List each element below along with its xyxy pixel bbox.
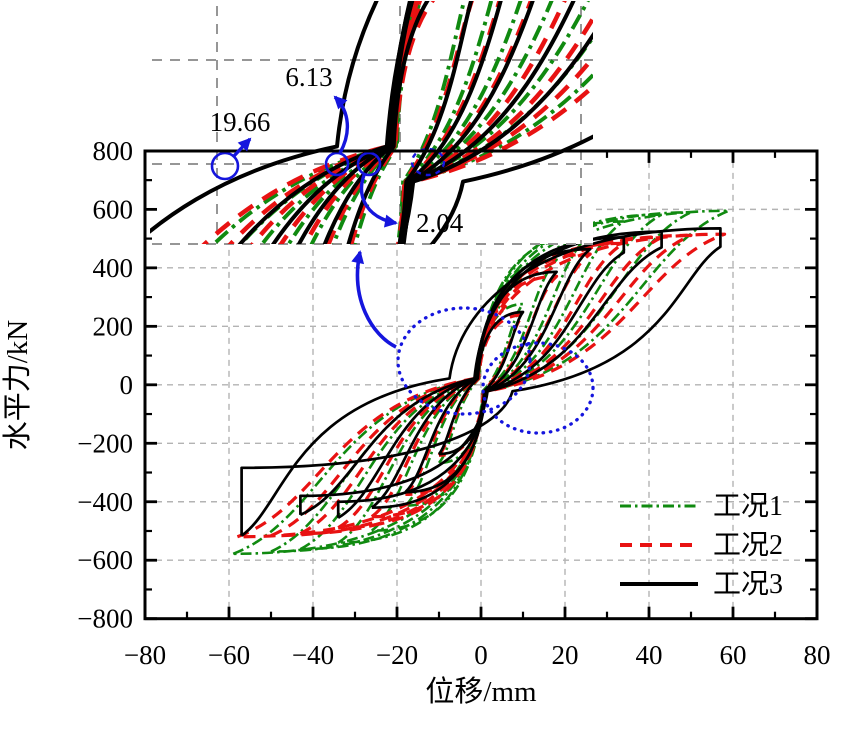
annotation-2-04: 2.04 <box>416 208 464 238</box>
y-tick-label: −200 <box>77 428 133 458</box>
curve-工况3 <box>346 1 474 244</box>
curve-工况3 <box>336 236 626 519</box>
curve-工况2 <box>348 1 474 244</box>
y-axis-title: 水平力/kN <box>1 320 34 451</box>
arrow-to-19-66 <box>231 137 252 159</box>
x-tick-label: 20 <box>552 640 579 670</box>
x-tick-label: −80 <box>124 640 166 670</box>
y-tick-label: 800 <box>93 136 134 166</box>
y-tick-label: −400 <box>77 487 133 517</box>
zoom-region-ellipse-2 <box>481 341 595 435</box>
zoom-inset-panel <box>150 1 593 245</box>
arrow-to-6-13 <box>333 95 350 154</box>
curve-工况1 <box>404 258 558 507</box>
curve-工况3 <box>237 1 593 244</box>
curve-工况2 <box>370 252 592 519</box>
arrow-ellipse-to-inset <box>351 250 397 349</box>
annotation-19-66: 19.66 <box>210 107 271 137</box>
legend-label-case1: 工况1 <box>713 491 783 522</box>
curve-工况3 <box>299 230 663 517</box>
x-tick-label: 40 <box>636 640 663 670</box>
x-axis-title: 位移/mm <box>425 675 537 708</box>
axis-ticks <box>143 149 819 621</box>
legend-label-case2: 工况2 <box>713 530 783 561</box>
curve-工况2 <box>326 1 502 244</box>
x-tick-label: −20 <box>376 640 418 670</box>
curve-工况3 <box>271 1 576 244</box>
y-tick-label: −800 <box>77 604 133 634</box>
curve-工况2 <box>270 233 693 538</box>
origin-dashed-ellipse <box>410 147 446 177</box>
x-tick-label: 80 <box>804 640 831 670</box>
inset-curves <box>150 1 593 244</box>
zoom-region-ellipse-1 <box>396 306 532 416</box>
x-tick-label: 0 <box>474 640 488 670</box>
y-tick-label: 400 <box>93 253 134 283</box>
y-tick-label: 200 <box>93 311 134 341</box>
curve-工况3 <box>296 1 535 244</box>
axis-tick-labels: −80 −60 −40 −20 0 20 40 60 808006004002000−200−4… <box>77 136 830 670</box>
x-tick-label: −40 <box>292 640 334 670</box>
annotation-6-13: 6.13 <box>285 62 332 92</box>
y-tick-label: −600 <box>77 545 133 575</box>
arrow-to-2-04 <box>359 174 398 228</box>
marker-circle-2-04 <box>356 151 382 177</box>
curve-工况3 <box>240 227 722 537</box>
x-tick-label: 60 <box>720 640 747 670</box>
y-tick-label: 600 <box>93 194 134 224</box>
marker-circle-6-13 <box>324 151 350 177</box>
y-tick-label: 0 <box>120 370 134 400</box>
curve-工况3 <box>322 1 503 244</box>
legend-label-case3: 工况3 <box>713 569 783 600</box>
marker-circle-19-66 <box>210 151 240 181</box>
x-tick-label: −60 <box>208 640 250 670</box>
legend: 工况1 工况2 工况3 <box>620 491 783 600</box>
